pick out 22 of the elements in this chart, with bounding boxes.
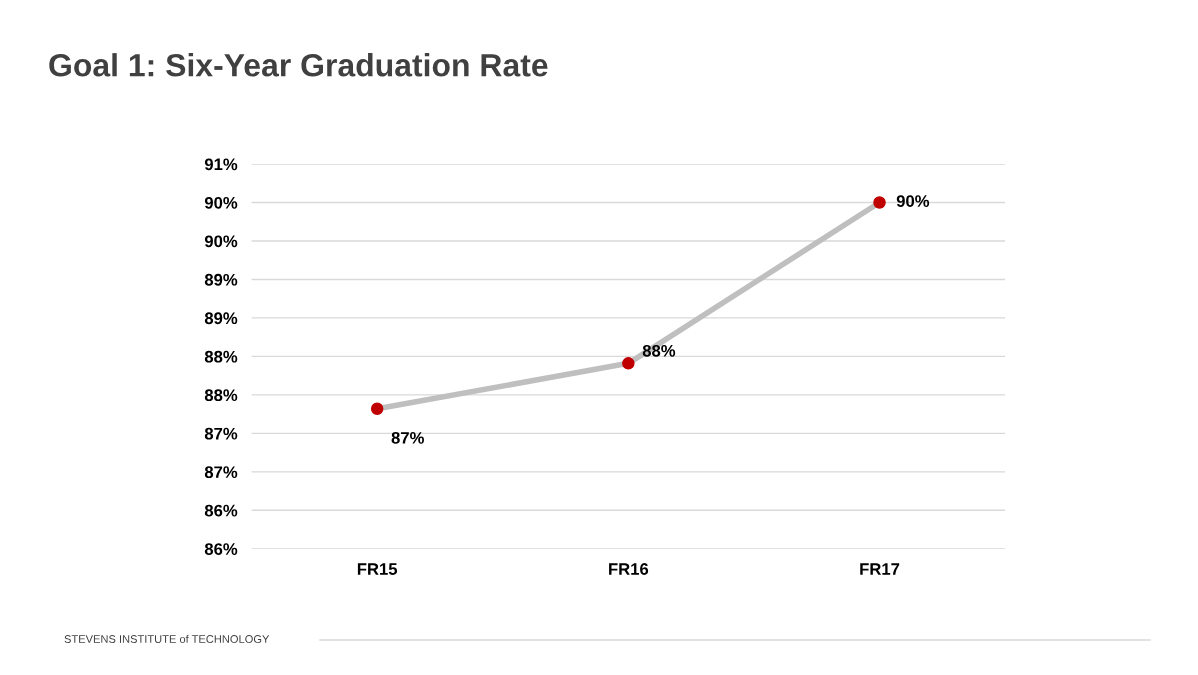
point (370, 402, 384, 415)
data-label: 88% (642, 344, 676, 357)
y-tick-label: 90% (204, 235, 238, 248)
x-tick-label: FR16 (609, 563, 649, 575)
y-tick-label: 87% (204, 427, 238, 440)
y-tick-label: 90% (204, 196, 238, 209)
y-tick-label: 86% (204, 543, 238, 555)
y-tick-label: 89% (204, 312, 238, 325)
point (622, 357, 635, 370)
y-tick-label: 87% (204, 466, 238, 479)
x-tick-label: FR15 (357, 563, 398, 575)
y-tick-label: 91% (204, 158, 238, 171)
data-label: 87% (391, 431, 424, 444)
text: STEVENS INSTITUTE of TECHNOLOGY (64, 634, 270, 643)
y-tick-label: 88% (204, 389, 238, 402)
y-tick-label: 86% (204, 504, 238, 517)
x-tick-label: FR17 (860, 563, 900, 575)
y-tick-label: 89% (204, 273, 238, 286)
data-label: 90% (896, 195, 930, 207)
y-tick-label: 88% (204, 350, 238, 363)
chart-title: Goal 1: Six-Year Graduation Rate (49, 53, 548, 77)
point (873, 196, 886, 209)
